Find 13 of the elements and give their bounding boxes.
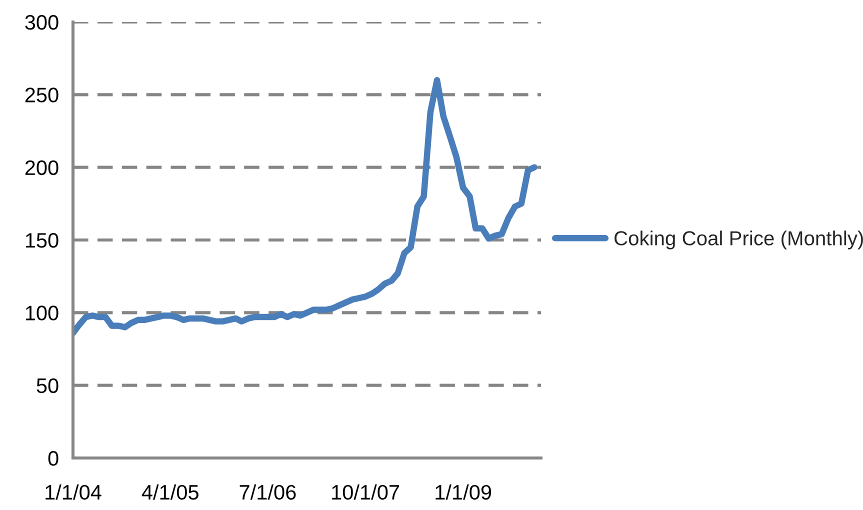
x-tick-label: 4/1/05: [142, 484, 198, 500]
y-tick-label: 50: [36, 378, 58, 394]
y-tick-label: 0: [48, 451, 58, 466]
x-tick-label: 1/1/04: [46, 484, 102, 500]
x-tick-label: 7/1/06: [240, 484, 296, 500]
x-tick-label: 1/1/09: [436, 484, 492, 500]
y-tick-label: 300: [25, 15, 58, 30]
x-tick-label: 10/1/07: [332, 484, 399, 500]
legend-label: Coking Coal Price (Monthly): [614, 230, 863, 250]
y-tick-label: 150: [26, 233, 58, 248]
y-tick-label: 200: [25, 160, 58, 176]
y-tick-label: 100: [26, 306, 58, 320]
y-tick-label: 250: [25, 88, 58, 102]
